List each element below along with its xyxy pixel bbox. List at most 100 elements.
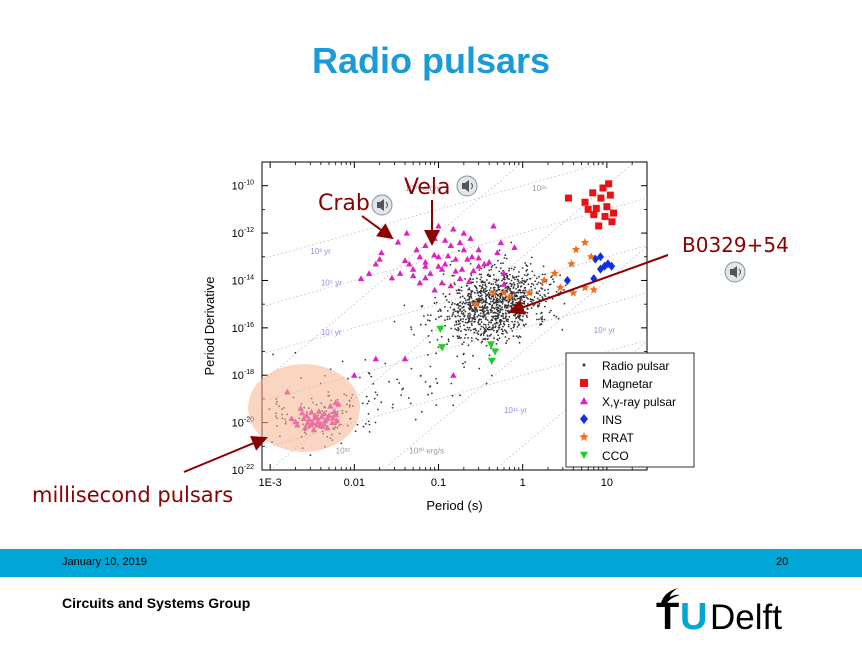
- radio-pulsar-point: [539, 294, 542, 297]
- age-line: [262, 197, 647, 307]
- vela-speaker-icon[interactable]: [456, 175, 478, 197]
- radio-pulsar-point: [500, 272, 503, 275]
- radio-pulsar-point: [467, 301, 470, 304]
- radio-pulsar-point: [512, 268, 515, 271]
- radio-pulsar-point: [510, 285, 513, 288]
- radio-pulsar-point: [467, 337, 469, 339]
- radio-pulsar-point: [384, 362, 387, 365]
- radio-pulsar-point: [514, 299, 517, 301]
- radio-pulsar-point: [471, 309, 474, 312]
- radio-pulsar-point: [479, 295, 481, 298]
- rrat-point: [567, 259, 576, 268]
- radio-pulsar-point: [527, 273, 529, 276]
- age-line-label: 10³ yr: [310, 247, 331, 256]
- rrat-point: [586, 252, 596, 261]
- radio-pulsar-point: [495, 279, 498, 281]
- radio-pulsar-point: [451, 301, 454, 304]
- radio-pulsar-point: [505, 320, 508, 322]
- radio-pulsar-point: [465, 329, 467, 332]
- legend-marker: [582, 363, 586, 367]
- age-line-label: 10¹¹ yr: [504, 406, 527, 415]
- radio-pulsar-point: [510, 327, 512, 330]
- radio-pulsar-point: [484, 301, 487, 304]
- legend-marker: [580, 379, 588, 387]
- radio-pulsar-point: [527, 283, 530, 286]
- radio-pulsar-point: [520, 285, 523, 287]
- radio-pulsar-point: [309, 454, 312, 456]
- radio-pulsar-point: [513, 292, 515, 295]
- radio-pulsar-point: [500, 262, 502, 265]
- radio-pulsar-point: [505, 330, 507, 333]
- magnetar-point: [610, 209, 618, 217]
- radio-pulsar-point: [427, 335, 430, 337]
- xray-pulsar-point: [422, 274, 429, 281]
- radio-pulsar-point: [503, 323, 506, 326]
- radio-pulsar-point: [493, 278, 495, 281]
- xray-pulsar-point: [452, 267, 459, 274]
- radio-pulsar-point: [487, 264, 489, 266]
- radio-pulsar-point: [453, 282, 456, 284]
- radio-pulsar-point: [495, 283, 497, 286]
- radio-pulsar-point: [402, 387, 405, 390]
- radio-pulsar-point: [510, 279, 513, 282]
- radio-pulsar-point: [459, 309, 461, 312]
- radio-pulsar-point: [530, 282, 533, 285]
- radio-pulsar-point: [490, 307, 493, 309]
- radio-pulsar-point: [469, 278, 472, 281]
- radio-pulsar-point: [536, 277, 538, 280]
- radio-pulsar-point: [483, 323, 485, 326]
- radio-pulsar-point: [388, 380, 390, 383]
- radio-pulsar-point: [519, 318, 521, 321]
- radio-pulsar-point: [362, 425, 365, 428]
- radio-pulsar-point: [478, 318, 480, 321]
- radio-pulsar-point: [449, 263, 452, 266]
- radio-pulsar-point: [467, 313, 470, 315]
- radio-pulsar-point: [481, 305, 484, 308]
- radio-pulsar-point: [490, 333, 492, 336]
- radio-pulsar-point: [472, 278, 474, 280]
- radio-pulsar-point: [508, 267, 511, 270]
- radio-pulsar-point: [448, 315, 451, 318]
- radio-pulsar-point: [467, 294, 469, 297]
- radio-pulsar-point: [506, 305, 508, 307]
- radio-pulsar-point: [488, 321, 490, 324]
- radio-pulsar-point: [479, 315, 482, 317]
- radio-pulsar-point: [440, 315, 442, 318]
- radio-pulsar-point: [529, 298, 532, 301]
- radio-pulsar-point: [474, 311, 477, 313]
- radio-pulsar-point: [463, 297, 466, 300]
- radio-pulsar-point: [364, 423, 367, 425]
- radio-pulsar-point: [498, 328, 500, 331]
- radio-pulsar-point: [523, 287, 526, 289]
- radio-pulsar-point: [496, 297, 498, 300]
- radio-pulsar-point: [477, 333, 480, 336]
- radio-pulsar-point: [453, 303, 456, 305]
- magnetar-point: [597, 194, 605, 202]
- xray-pulsar-point: [511, 244, 518, 250]
- legend-marker: [580, 451, 588, 459]
- radio-pulsar-point: [460, 330, 462, 333]
- radio-pulsar-point: [486, 289, 488, 292]
- radio-pulsar-point: [497, 288, 500, 291]
- radio-pulsar-point: [482, 334, 485, 336]
- radio-pulsar-point: [498, 320, 501, 322]
- radio-pulsar-point: [459, 322, 461, 325]
- radio-pulsar-point: [545, 300, 547, 303]
- radio-pulsar-point: [486, 307, 489, 309]
- radio-pulsar-point: [469, 295, 472, 298]
- radio-pulsar-point: [503, 305, 506, 308]
- radio-pulsar-point: [452, 335, 454, 338]
- rrat-point: [580, 283, 590, 292]
- b0329-speaker-icon[interactable]: [724, 261, 746, 283]
- radio-pulsar-point: [430, 329, 433, 332]
- radio-pulsar-point: [517, 291, 519, 294]
- radio-pulsar-point: [468, 287, 471, 289]
- crab-speaker-icon[interactable]: [371, 194, 393, 216]
- radio-pulsar-point: [460, 286, 463, 289]
- xray-pulsar-point: [441, 260, 449, 267]
- radio-pulsar-point: [367, 420, 370, 423]
- radio-pulsar-point: [521, 279, 524, 282]
- radio-pulsar-point: [429, 385, 432, 387]
- radio-pulsar-point: [483, 330, 486, 333]
- radio-pulsar-point: [500, 292, 502, 295]
